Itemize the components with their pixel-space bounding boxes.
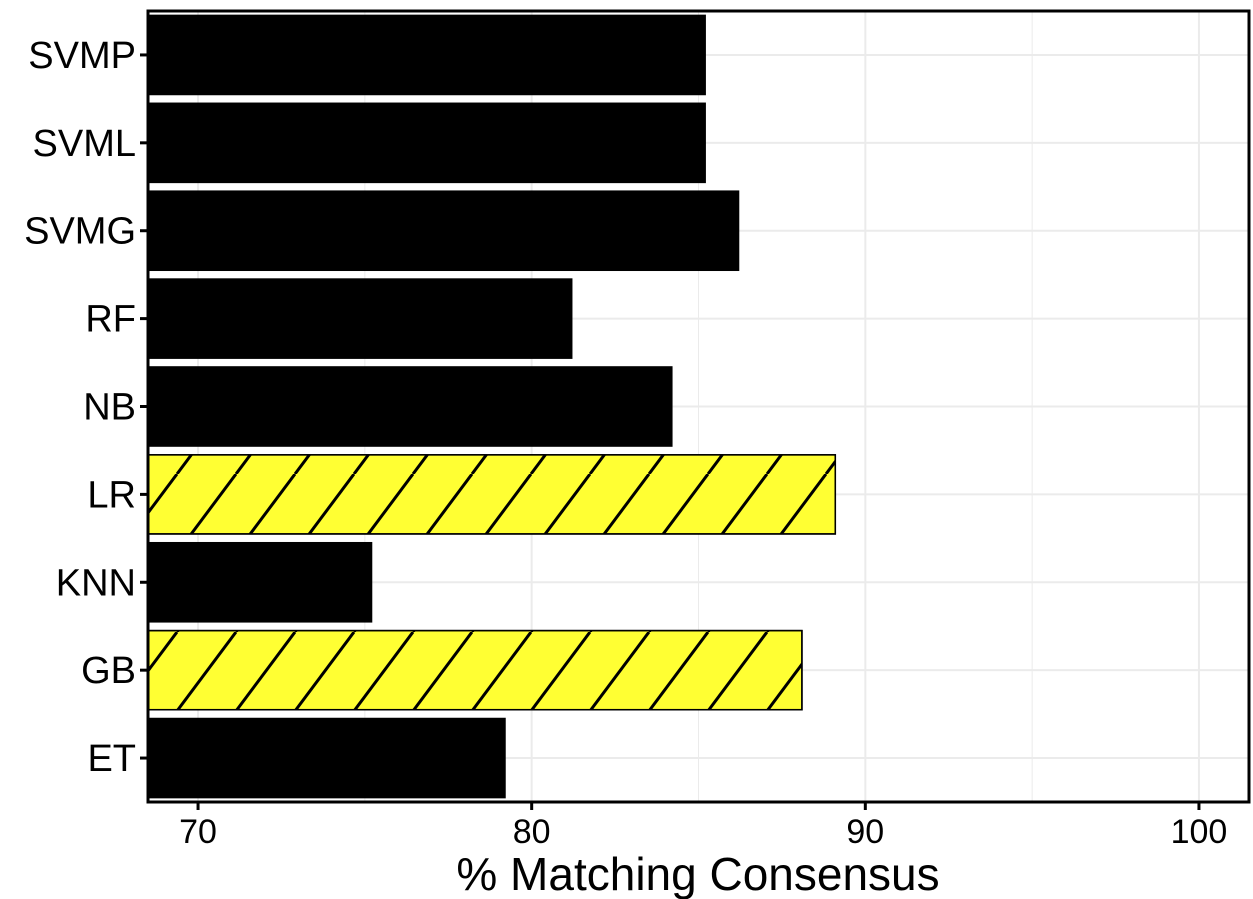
category-label-et: ET (87, 738, 136, 780)
category-label-nb: NB (83, 387, 136, 429)
bar-rf (147, 278, 573, 359)
category-label-svmg: SVMG (24, 211, 136, 253)
bar-hatch-gb (147, 629, 803, 711)
category-label-svml: SVML (33, 123, 136, 165)
category-label-lr: LR (87, 474, 136, 516)
x-tick-labels: 70 80 90 100 (179, 813, 1227, 851)
bar-svml (147, 102, 706, 184)
bar-svmp (147, 14, 706, 96)
axis-ticks (140, 53, 1201, 810)
x-axis-title: % Matching Consensus (456, 848, 939, 899)
bar-hatch-lr (147, 454, 837, 535)
x-tick-label: 80 (513, 813, 551, 851)
category-label-knn: KNN (56, 562, 136, 604)
x-tick-label: 70 (179, 813, 217, 851)
category-label-gb: GB (81, 650, 136, 692)
x-tick-label: 100 (1171, 813, 1228, 851)
bars (147, 14, 837, 799)
bar-et (147, 717, 506, 799)
bar-knn (147, 541, 373, 623)
category-label-svmp: SVMP (28, 35, 136, 77)
bar-svmg (147, 190, 740, 272)
x-tick-label: 90 (846, 813, 884, 851)
category-label-rf: RF (85, 299, 136, 341)
category-labels: SVMP SVML SVMG RF NB LR KNN GB ET (24, 35, 136, 780)
bar-nb (147, 366, 673, 447)
